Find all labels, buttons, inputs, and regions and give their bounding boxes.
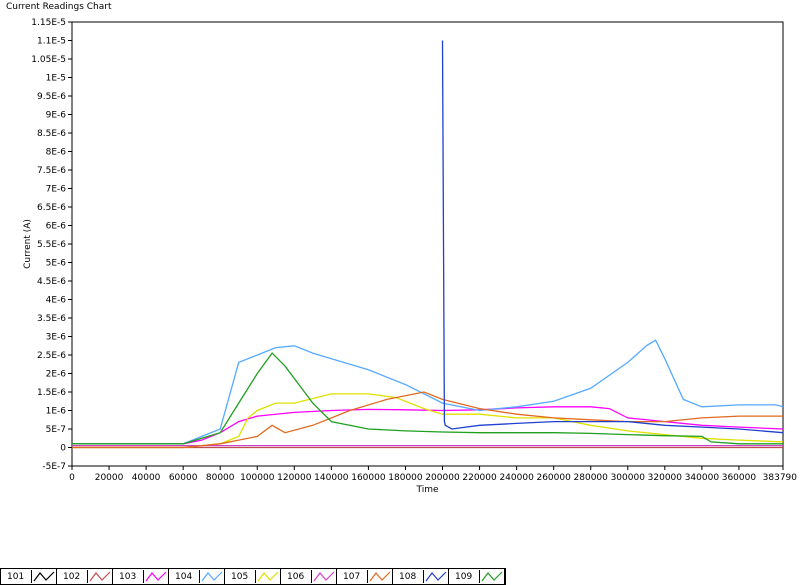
legend-swatch-icon [255,570,280,583]
legend-label: 103 [119,571,137,582]
legend-swatch-icon [31,570,56,583]
series-line-104 [72,339,784,445]
legend-swatch-icon [311,570,336,583]
current-readings-chart: -5E-705E-71E-61.5E-62E-62.5E-63E-63.5E-6… [23,18,798,495]
legend-label: 102 [63,571,81,582]
series-line-107 [72,391,783,449]
y-tick-label: 9.5E-6 [37,92,66,102]
x-axis-label: Time [415,485,438,495]
legend-swatch-icon [423,570,448,583]
y-tick-label: 6.5E-6 [37,203,66,213]
y-tick-label: 1.5E-6 [37,388,66,398]
y-tick-label: 0 [60,444,66,454]
y-tick-label: 1.15E-5 [31,18,66,28]
x-tick-label: 0 [69,473,75,483]
y-tick-label: 6E-6 [46,222,67,232]
legend-label: 101 [7,571,25,582]
x-tick-label: 300000 [611,473,646,483]
legend-item-108: 108 [393,569,449,584]
y-tick-label: 9E-6 [46,111,67,121]
x-tick-label: 100000 [240,473,275,483]
chart-legend: 101 102 103 104 105 106 107 108 109 [0,568,506,585]
legend-swatch-icon [367,570,392,583]
y-tick-label: 1.1E-5 [37,37,66,47]
y-tick-label: 8.5E-6 [37,129,66,139]
legend-label: 106 [287,571,305,582]
series-line-109 [72,352,783,445]
legend-label: 107 [343,571,361,582]
x-tick-label: 280000 [574,473,609,483]
x-tick-label: 80000 [206,473,235,483]
y-tick-label: 7E-6 [46,185,67,195]
x-tick-label: 40000 [132,473,161,483]
y-tick-label: 3.5E-6 [37,314,66,324]
legend-item-102: 102 [57,569,113,584]
legend-item-105: 105 [225,569,281,584]
x-tick-label: 140000 [314,473,349,483]
y-tick-label: 1E-5 [46,74,66,84]
x-tick-label: 240000 [499,473,534,483]
legend-item-107: 107 [337,569,393,584]
legend-label: 108 [399,571,417,582]
x-tick-label: 160000 [351,473,386,483]
y-tick-label: 2.5E-6 [37,351,66,361]
y-tick-label: 5.5E-6 [37,240,66,250]
x-tick-label: 220000 [462,473,497,483]
y-tick-label: -5E-7 [42,462,66,472]
x-tick-label: 340000 [685,473,720,483]
y-tick-label: 7.5E-6 [37,166,66,176]
series-line-105 [72,393,784,449]
legend-label: 104 [175,571,193,582]
y-axis-label: Current (A) [23,219,33,269]
y-tick-label: 2E-6 [46,370,67,380]
y-tick-label: 8E-6 [46,148,67,158]
y-tick-label: 3E-6 [46,333,67,343]
y-tick-label: 1E-6 [46,407,67,417]
x-tick-label: 60000 [169,473,198,483]
y-tick-label: 4.5E-6 [37,277,66,287]
x-tick-label: 260000 [536,473,571,483]
window-title: Current Readings Chart [6,2,112,12]
legend-label: 109 [455,571,473,582]
y-tick-label: 1.05E-5 [31,55,66,65]
legend-item-109: 109 [449,569,505,584]
x-tick-label: 20000 [95,473,124,483]
x-tick-label: 360000 [722,473,757,483]
legend-label: 105 [231,571,249,582]
legend-item-103: 103 [113,569,169,584]
legend-item-104: 104 [169,569,225,584]
x-tick-label: 120000 [277,473,312,483]
legend-item-106: 106 [281,569,337,584]
legend-swatch-icon [479,570,504,583]
legend-item-101: 101 [1,569,57,584]
y-tick-label: 5E-6 [46,259,67,269]
y-tick-label: 4E-6 [46,296,67,306]
y-tick-label: 5E-7 [46,425,66,435]
series-line-108 [441,40,784,434]
x-tick-label: 383790 [763,473,798,483]
legend-swatch-icon [87,570,112,583]
legend-swatch-icon [199,570,224,583]
plot-area [71,21,784,467]
x-tick-label: 200000 [425,473,460,483]
series-line-103 [72,406,784,445]
legend-swatch-icon [143,570,168,583]
x-tick-label: 320000 [648,473,683,483]
x-tick-label: 180000 [388,473,423,483]
